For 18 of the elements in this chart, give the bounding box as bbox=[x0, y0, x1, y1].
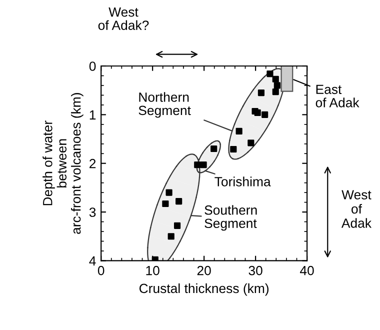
x-tick-label: 40 bbox=[300, 266, 314, 276]
x-tick-label: 10 bbox=[146, 266, 160, 276]
y-tick-label: 3 bbox=[89, 208, 96, 217]
y-tick-label: 1 bbox=[90, 110, 96, 120]
y-tick-label: 0 bbox=[89, 62, 96, 71]
text: West of Adak bbox=[341, 190, 372, 228]
y-tick-label: 2 bbox=[90, 158, 96, 168]
x-tick-label: 20 bbox=[197, 266, 211, 276]
text: West of Adak? bbox=[98, 8, 149, 30]
series-label: Torishima bbox=[214, 176, 271, 186]
y-tick-label: 4 bbox=[89, 256, 96, 266]
text: Northern Segment bbox=[138, 92, 191, 118]
y-axis-title: Depth of water between arc-front volcanoes (km) bbox=[42, 93, 84, 234]
text: East of Adak bbox=[316, 84, 360, 108]
x-tick-label: 30 bbox=[248, 266, 262, 276]
x-axis-title: Crustal thickness (km) bbox=[139, 283, 268, 296]
x-tick-label: 0 bbox=[98, 266, 104, 276]
series-label: Southern Segment bbox=[204, 205, 257, 231]
